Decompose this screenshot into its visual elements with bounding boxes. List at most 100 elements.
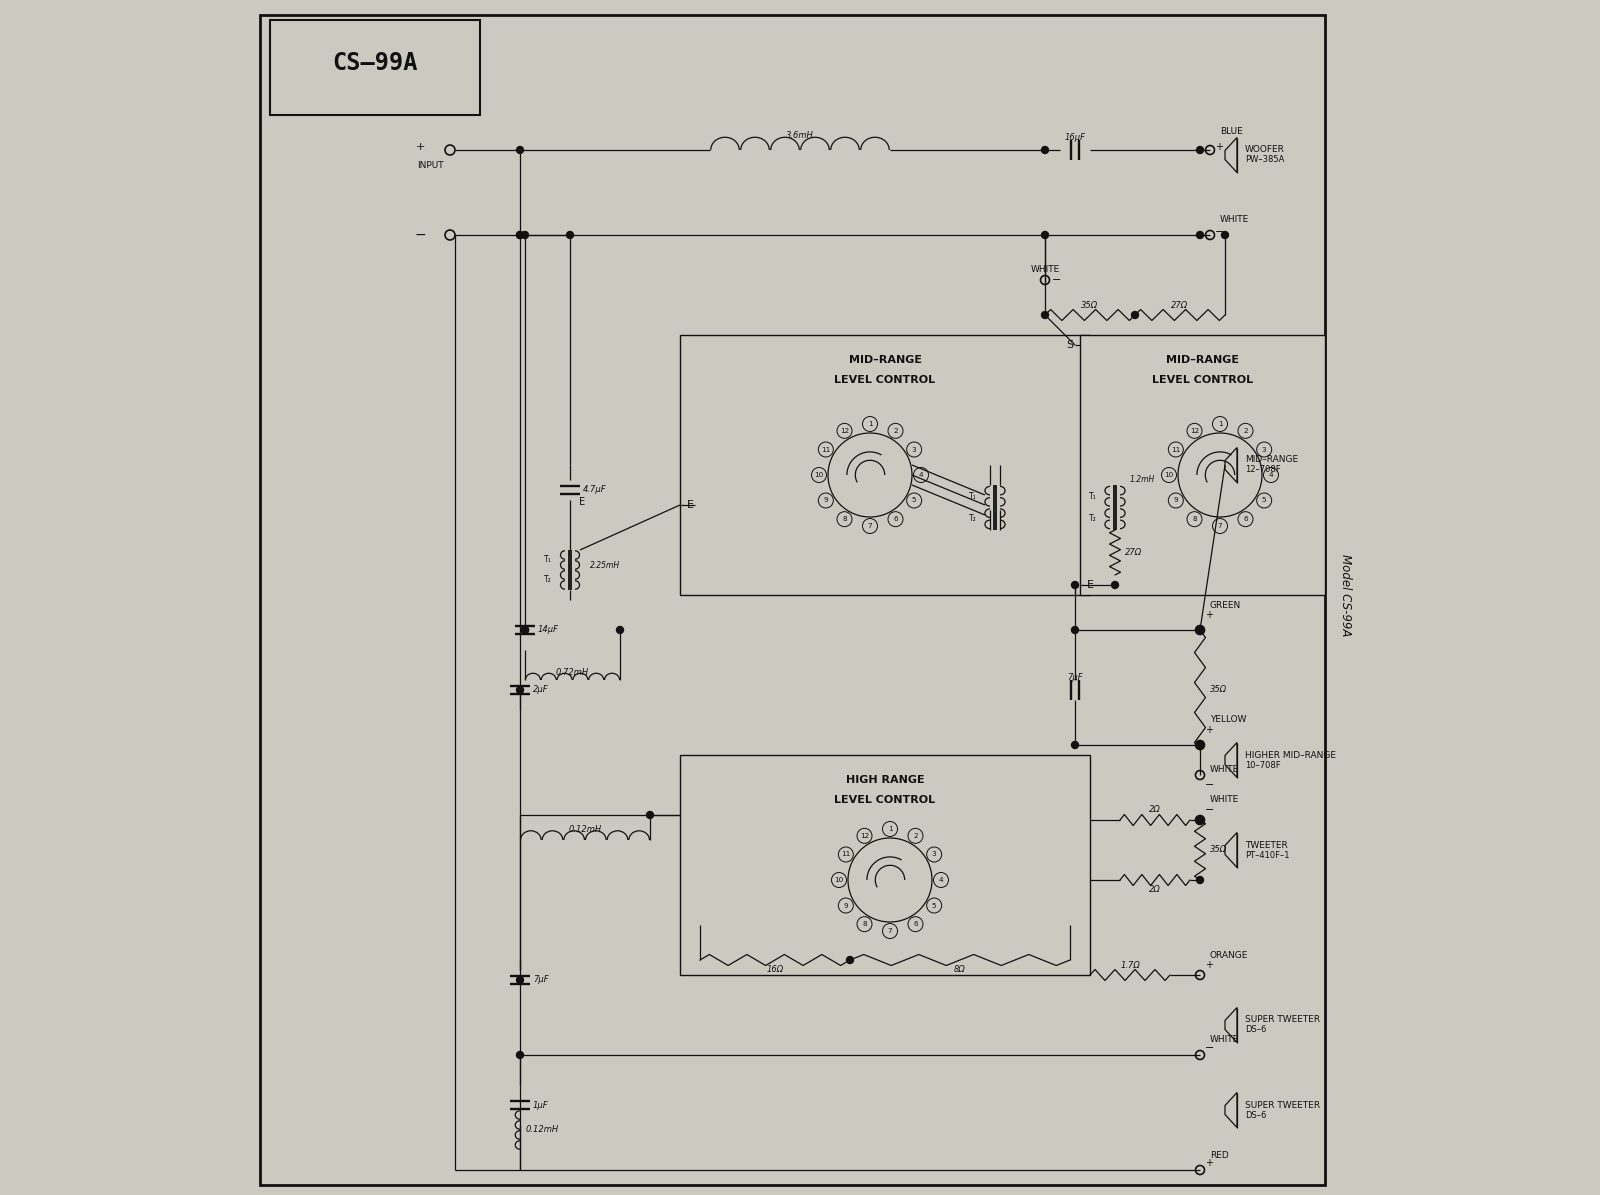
Text: +: +: [1205, 1158, 1213, 1168]
Text: 7μF: 7μF: [1067, 673, 1083, 681]
Text: 3: 3: [912, 447, 917, 453]
Text: 2Ω: 2Ω: [1149, 805, 1162, 815]
Circle shape: [1042, 312, 1048, 319]
Text: 1: 1: [867, 421, 872, 427]
Text: SUPER TWEETER: SUPER TWEETER: [1245, 1016, 1320, 1024]
Text: LEVEL CONTROL: LEVEL CONTROL: [1152, 375, 1253, 385]
Text: −: −: [1205, 780, 1214, 790]
Text: 12–708F: 12–708F: [1245, 466, 1280, 474]
Text: 9: 9: [824, 497, 829, 503]
Circle shape: [846, 956, 853, 963]
Text: 10: 10: [1165, 472, 1174, 478]
Text: 0.12mH: 0.12mH: [568, 825, 602, 834]
Circle shape: [1072, 742, 1078, 748]
Circle shape: [522, 626, 528, 633]
Text: 16μF: 16μF: [1064, 133, 1085, 141]
Circle shape: [1112, 582, 1118, 588]
Text: 4.7μF: 4.7μF: [582, 485, 606, 495]
Text: BLUE: BLUE: [1221, 128, 1243, 136]
Text: 11: 11: [821, 447, 830, 453]
FancyBboxPatch shape: [680, 335, 1090, 595]
FancyBboxPatch shape: [680, 755, 1090, 975]
Text: WHITE: WHITE: [1210, 1036, 1240, 1044]
Circle shape: [1197, 147, 1203, 153]
Text: 12: 12: [1190, 428, 1198, 434]
Text: 16Ω: 16Ω: [766, 966, 784, 974]
Text: T₁: T₁: [544, 556, 552, 564]
Text: −: −: [414, 228, 426, 243]
Circle shape: [517, 976, 523, 983]
FancyBboxPatch shape: [261, 16, 1325, 1185]
Circle shape: [1131, 312, 1139, 319]
Text: RED: RED: [1210, 1151, 1229, 1159]
Text: E: E: [686, 500, 693, 510]
Text: 5: 5: [931, 902, 936, 908]
Text: 0.12mH: 0.12mH: [526, 1126, 558, 1134]
Text: PW–385A: PW–385A: [1245, 155, 1285, 165]
Text: YELLOW: YELLOW: [1210, 716, 1246, 724]
Text: T₁: T₁: [1090, 492, 1098, 501]
Text: +: +: [1205, 725, 1213, 735]
Text: 3: 3: [1262, 447, 1267, 453]
Text: 9: 9: [843, 902, 848, 908]
Text: PT–410F–1: PT–410F–1: [1245, 851, 1290, 859]
Text: 1: 1: [888, 826, 893, 832]
Text: 7: 7: [867, 523, 872, 529]
Text: 2: 2: [914, 833, 918, 839]
Text: WOOFER: WOOFER: [1245, 146, 1285, 154]
Circle shape: [1197, 816, 1203, 823]
Text: DS–6: DS–6: [1245, 1110, 1266, 1120]
Text: HIGH RANGE: HIGH RANGE: [846, 776, 925, 785]
Circle shape: [522, 232, 528, 239]
Text: 35Ω: 35Ω: [1210, 686, 1227, 694]
Circle shape: [566, 232, 573, 239]
Text: 14μF: 14μF: [538, 625, 558, 635]
Text: +: +: [1214, 142, 1222, 152]
Text: SUPER TWEETER: SUPER TWEETER: [1245, 1101, 1320, 1109]
Text: MID–RANGE: MID–RANGE: [848, 355, 922, 364]
Text: WHITE: WHITE: [1210, 766, 1240, 774]
Text: LEVEL CONTROL: LEVEL CONTROL: [835, 375, 936, 385]
Text: S: S: [1067, 341, 1074, 350]
Text: CS–99A: CS–99A: [333, 51, 418, 75]
Text: 10: 10: [834, 877, 843, 883]
Text: E: E: [579, 497, 586, 507]
Text: T₁: T₁: [970, 492, 978, 501]
Circle shape: [1197, 742, 1203, 748]
Text: 1.7Ω: 1.7Ω: [1120, 961, 1139, 969]
Text: −: −: [1214, 227, 1224, 237]
Circle shape: [1197, 626, 1203, 633]
Circle shape: [1072, 626, 1078, 633]
Text: GREEN: GREEN: [1210, 601, 1242, 609]
Circle shape: [522, 626, 528, 633]
Text: DS–6: DS–6: [1245, 1025, 1266, 1035]
Circle shape: [517, 147, 523, 153]
Text: 12: 12: [859, 833, 869, 839]
Text: 11: 11: [1171, 447, 1181, 453]
Text: 3: 3: [931, 852, 936, 858]
Circle shape: [517, 686, 523, 693]
Text: 12: 12: [840, 428, 850, 434]
Text: 2Ω: 2Ω: [1149, 885, 1162, 895]
Text: 4: 4: [918, 472, 923, 478]
Text: 7μF: 7μF: [533, 975, 549, 985]
Circle shape: [517, 232, 523, 239]
Text: 1.2mH: 1.2mH: [1130, 476, 1155, 484]
Text: WHITE: WHITE: [1030, 265, 1059, 275]
Text: 10–708F: 10–708F: [1245, 760, 1280, 770]
Text: WHITE: WHITE: [1210, 796, 1240, 804]
Text: 3.6mH: 3.6mH: [786, 130, 814, 140]
Text: Model CS-99A: Model CS-99A: [1339, 553, 1352, 636]
Text: 6: 6: [1243, 516, 1248, 522]
Text: 2: 2: [893, 428, 898, 434]
Circle shape: [1197, 876, 1203, 883]
Circle shape: [616, 626, 624, 633]
Text: 7: 7: [888, 929, 893, 934]
Text: HIGHER MID–RANGE: HIGHER MID–RANGE: [1245, 750, 1336, 760]
Text: 27Ω: 27Ω: [1125, 549, 1142, 557]
Circle shape: [1042, 147, 1048, 153]
Text: 5: 5: [1262, 497, 1267, 503]
Text: TWEETER: TWEETER: [1245, 840, 1288, 850]
Circle shape: [646, 811, 653, 819]
Text: 8: 8: [842, 516, 846, 522]
